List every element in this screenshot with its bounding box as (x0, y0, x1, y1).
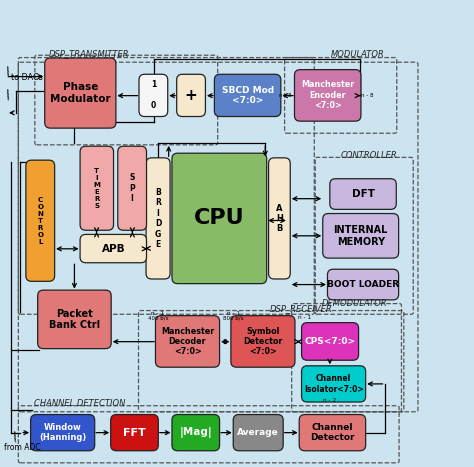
FancyBboxPatch shape (330, 179, 396, 209)
FancyBboxPatch shape (111, 415, 158, 451)
Text: Phase
Modulator: Phase Modulator (50, 82, 110, 104)
Text: Symbol
Detector
<7:0>: Symbol Detector <7:0> (243, 326, 283, 356)
Text: n - 1: n - 1 (227, 311, 240, 316)
Text: 400 b/s: 400 b/s (147, 316, 168, 321)
Text: CONTROLLER: CONTROLLER (341, 151, 397, 160)
Text: DEMODULATOR: DEMODULATOR (322, 299, 387, 308)
Text: C
O
N
T
R
O
L: C O N T R O L (37, 197, 43, 245)
FancyBboxPatch shape (231, 316, 295, 367)
Text: B
R
I
D
G
E: B R I D G E (155, 188, 161, 249)
FancyBboxPatch shape (37, 290, 111, 349)
Text: |Mag|: |Mag| (179, 427, 212, 438)
Text: Packet
Bank Ctrl: Packet Bank Ctrl (49, 309, 100, 330)
FancyBboxPatch shape (172, 415, 219, 451)
Text: APB: APB (101, 244, 125, 254)
FancyBboxPatch shape (139, 74, 168, 116)
FancyBboxPatch shape (233, 415, 283, 451)
Text: BOOT LOADER: BOOT LOADER (327, 280, 399, 289)
Text: to DACs: to DACs (11, 73, 43, 83)
Text: T
I
M
E
R
S: T I M E R S (93, 168, 100, 209)
Text: INTERNAL
MEMORY: INTERNAL MEMORY (334, 225, 388, 247)
Text: /: / (11, 430, 19, 443)
FancyBboxPatch shape (177, 74, 205, 116)
FancyBboxPatch shape (269, 158, 290, 279)
Text: /: / (4, 88, 12, 102)
FancyBboxPatch shape (45, 58, 116, 128)
FancyBboxPatch shape (323, 213, 399, 258)
Text: n - 1: n - 1 (298, 315, 311, 320)
FancyBboxPatch shape (118, 146, 146, 230)
Text: n - 1: n - 1 (151, 311, 164, 316)
Text: from ADC: from ADC (4, 443, 40, 452)
Text: S
P
I: S P I (129, 173, 135, 203)
Text: FFT: FFT (123, 428, 146, 438)
Text: CPS<7:0>: CPS<7:0> (304, 337, 356, 346)
Text: Window
(Hanning): Window (Hanning) (39, 423, 86, 442)
Text: CPU: CPU (194, 208, 245, 228)
FancyBboxPatch shape (299, 415, 365, 451)
Text: Channel
Isolator<7:0>: Channel Isolator<7:0> (304, 374, 364, 394)
Text: DSP_TRANSMITTER: DSP_TRANSMITTER (48, 49, 129, 58)
Text: 1

0: 1 0 (151, 80, 156, 110)
Text: +: + (185, 88, 198, 103)
FancyBboxPatch shape (328, 269, 399, 300)
Text: Channel
Detector: Channel Detector (310, 423, 355, 442)
FancyBboxPatch shape (80, 146, 114, 230)
Text: CHANNEL DETECTION: CHANNEL DETECTION (35, 399, 126, 408)
Text: DSP_RECEIVER: DSP_RECEIVER (270, 304, 333, 313)
Text: A
H
B: A H B (276, 204, 283, 234)
FancyBboxPatch shape (31, 415, 95, 451)
FancyBboxPatch shape (146, 158, 170, 279)
FancyBboxPatch shape (294, 70, 361, 121)
Text: SBCD Mod
<7:0>: SBCD Mod <7:0> (221, 85, 273, 105)
Text: DFT: DFT (352, 189, 374, 199)
Text: /: / (4, 65, 12, 78)
FancyBboxPatch shape (214, 74, 281, 116)
FancyBboxPatch shape (155, 316, 219, 367)
FancyBboxPatch shape (26, 160, 55, 281)
Text: n - 8: n - 8 (279, 93, 291, 99)
FancyBboxPatch shape (172, 153, 267, 283)
Text: n - 2: n - 2 (323, 398, 337, 403)
Text: Manchester
Encoder
<7:0>: Manchester Encoder <7:0> (301, 80, 355, 110)
FancyBboxPatch shape (301, 323, 358, 360)
Text: 800 b/s: 800 b/s (223, 316, 244, 321)
Text: Average: Average (237, 428, 279, 437)
Text: n - 8: n - 8 (361, 93, 374, 99)
FancyBboxPatch shape (80, 234, 146, 263)
Text: MODULATOR: MODULATOR (331, 50, 385, 59)
FancyBboxPatch shape (301, 366, 365, 402)
Text: Manchester
Decoder
<7:0>: Manchester Decoder <7:0> (161, 326, 214, 356)
